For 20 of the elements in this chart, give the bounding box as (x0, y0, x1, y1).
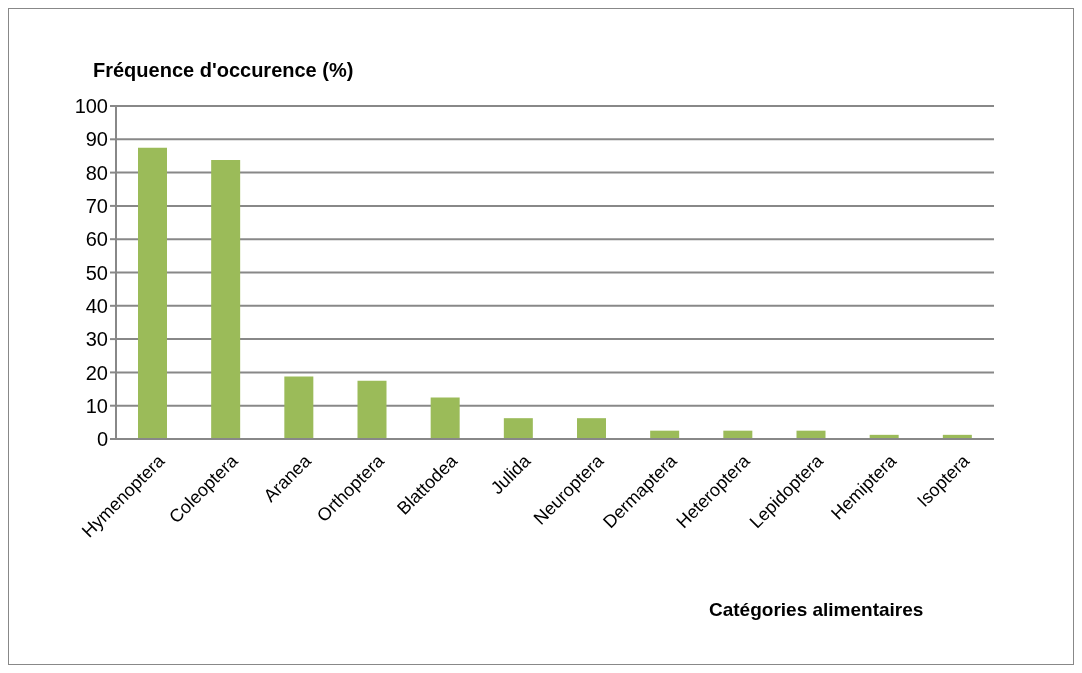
y-axis-title: Fréquence d'occurence (%) (93, 59, 354, 82)
y-tick-label: 70 (85, 195, 108, 217)
bar (211, 160, 241, 439)
bar (138, 147, 167, 439)
y-tick-label: 100 (74, 95, 108, 118)
y-tick-label: 10 (85, 394, 108, 417)
x-axis-title: Catégories alimentaires (709, 599, 924, 621)
y-tick-label: 90 (85, 128, 108, 151)
y-tick-label: 20 (85, 361, 108, 384)
bar (430, 397, 460, 439)
y-tick-label: 80 (85, 161, 108, 184)
y-tick-label: 30 (85, 328, 108, 351)
bar (577, 418, 606, 439)
y-tick-label: 50 (85, 261, 108, 284)
bar (357, 380, 387, 439)
y-tick-label: 0 (96, 428, 108, 451)
bar (503, 418, 533, 439)
y-tick-label: 40 (85, 294, 108, 317)
bar (284, 376, 314, 439)
y-tick-label: 60 (85, 228, 108, 251)
